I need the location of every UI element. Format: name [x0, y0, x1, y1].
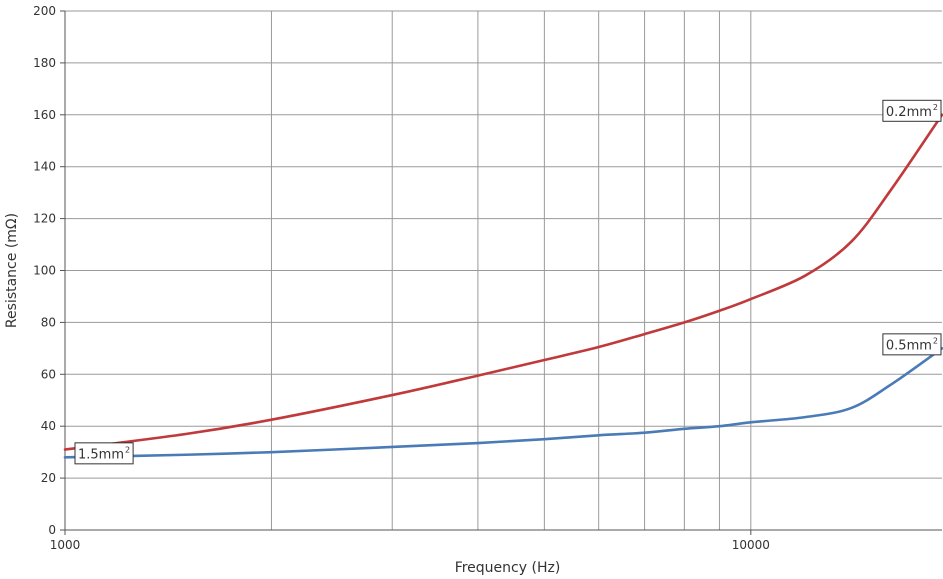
series-lines: [63, 113, 943, 459]
series-label: 0.5mm: [886, 338, 932, 353]
y-tick-label: 140: [33, 160, 56, 174]
axes: [60, 10, 942, 535]
y-tick-label: 80: [41, 315, 56, 329]
y-tick-label: 120: [33, 212, 56, 226]
series-label-superscript: 2: [125, 445, 130, 454]
series-label-frame: [74, 442, 134, 465]
series-label-superscript: 2: [933, 336, 938, 345]
series-line-1: [63, 113, 943, 451]
x-axis-title: Frequency (Hz): [455, 560, 561, 576]
tick-labels: 0 20 40 60 80 100 120 140 160 180 200 1000 10000: [33, 4, 770, 552]
series-label-box: 1.5mm 2: [74, 442, 134, 465]
y-tick-label: 40: [41, 419, 56, 433]
y-tick-label: 200: [33, 4, 56, 18]
y-axis-title: Resistance (mΩ): [4, 213, 20, 328]
y-tick-label: 100: [33, 264, 56, 278]
series-label-superscript: 2: [933, 103, 938, 112]
series-label-frame: [882, 333, 942, 356]
grid: [64, 10, 942, 531]
y-tick-label: 180: [33, 56, 56, 70]
series-labels: 0.2mm 20.5mm 21.5mm 2: [74, 99, 942, 465]
series-line-2: [63, 347, 943, 459]
y-tick-label: 0: [48, 523, 56, 537]
y-tick-label: 20: [41, 471, 56, 485]
series-label-box: 0.5mm 2: [882, 333, 942, 356]
series-label-box: 0.2mm 2: [882, 99, 942, 122]
y-tick-label: 160: [33, 108, 56, 122]
series-label: 0.2mm: [886, 105, 932, 120]
y-tick-label: 60: [41, 367, 56, 381]
series-label-frame: [882, 99, 942, 122]
x-tick-label: 10000: [732, 538, 770, 552]
x-tick-label: 1000: [50, 538, 81, 552]
series-label: 1.5mm: [78, 447, 124, 462]
